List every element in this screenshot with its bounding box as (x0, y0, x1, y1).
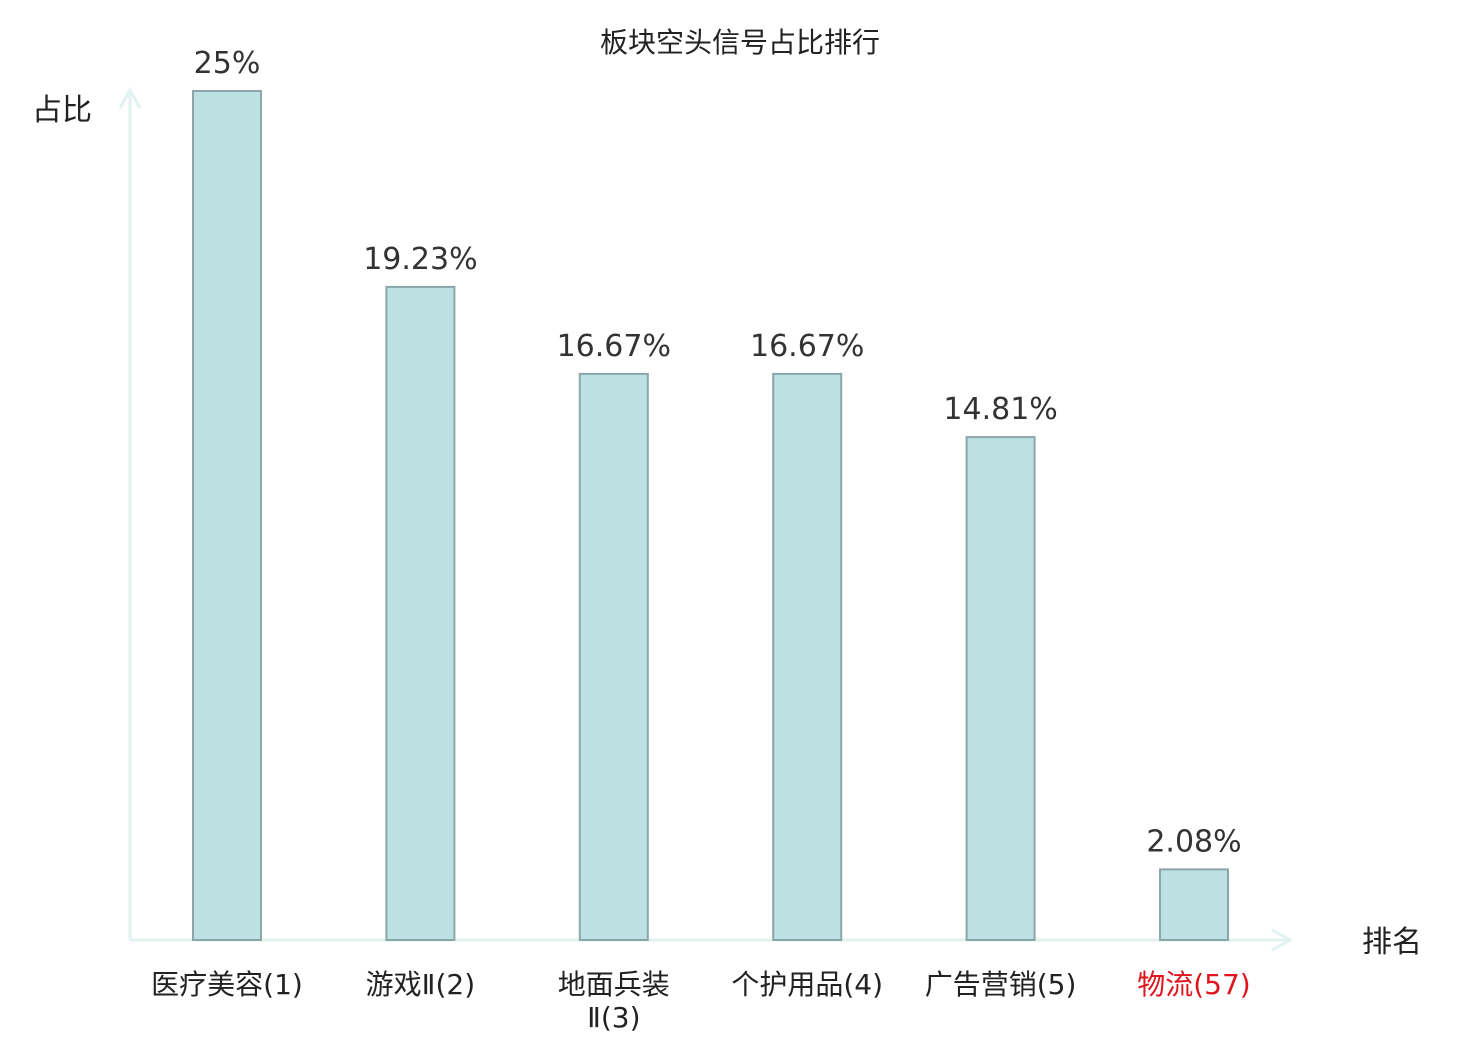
data-label: 14.81% (943, 392, 1057, 427)
category-tick-label: 游戏Ⅱ(2) (366, 968, 475, 1001)
bar (385, 285, 456, 941)
category-tick-label: 个护用品(4) (731, 968, 883, 1001)
data-label: 25% (194, 46, 261, 81)
y-axis-label: 占比 (32, 93, 92, 128)
value-labels: 25% 19.23% 16.67% 16.67% 14.81% 2.08% (194, 46, 1242, 859)
category-tick-label: 广告营销(5) (925, 968, 1077, 1001)
data-label: 16.67% (557, 329, 671, 364)
category-tick-label: 物流(57) (1137, 968, 1250, 1001)
bar (772, 372, 843, 941)
chart-title: 板块空头信号占比排行 (600, 26, 880, 59)
data-label: 19.23% (363, 242, 477, 277)
bars (192, 90, 1229, 942)
axes (118, 86, 1294, 952)
bar (965, 436, 1036, 941)
data-label: 2.08% (1146, 824, 1241, 859)
bar (578, 372, 649, 941)
bar (192, 90, 262, 941)
data-label: 16.67% (750, 329, 864, 364)
bar (1159, 868, 1229, 942)
x-axis-arrow-icon (1271, 928, 1294, 952)
category-tick-label: 地面兵装 (558, 968, 670, 1001)
category-tick-label: Ⅱ(3) (587, 1001, 640, 1034)
y-axis-arrow-icon (118, 86, 142, 109)
category-tick-label: 医疗美容(1) (151, 968, 303, 1001)
x-axis-label: 排名 (1362, 925, 1422, 960)
